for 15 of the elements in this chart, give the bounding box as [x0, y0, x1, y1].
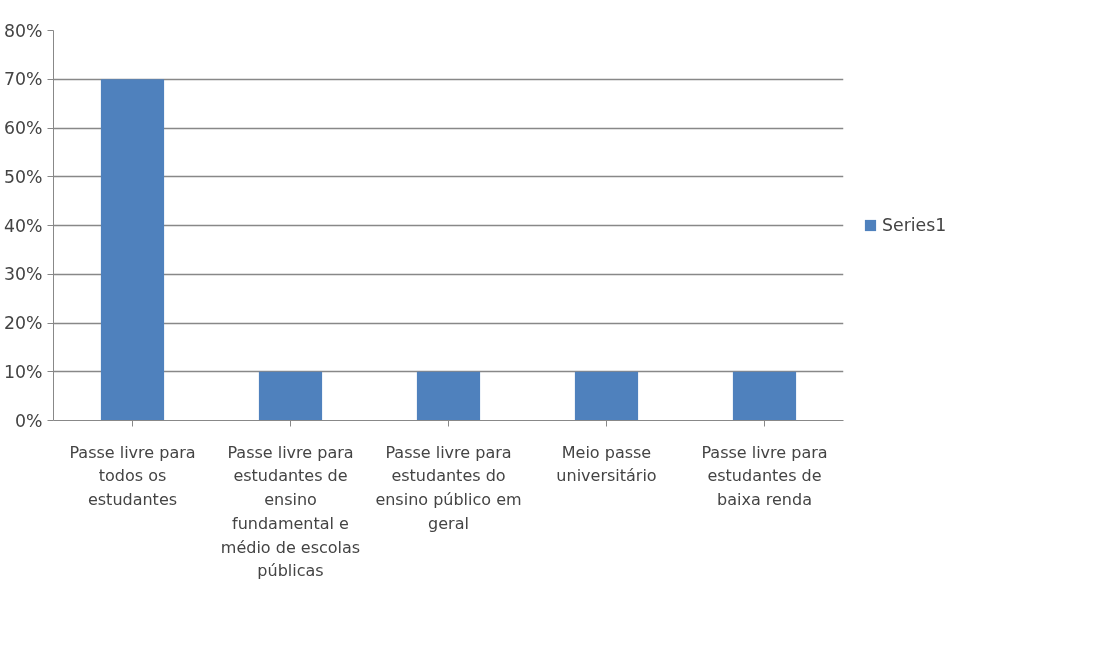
y-tick-label: 30%: [3, 264, 43, 285]
x-tick-label: Passe livre para todos os estudantes: [69, 442, 196, 509]
y-tick-label: 80%: [3, 20, 43, 41]
y-tick-label: 40%: [3, 215, 43, 236]
x-tick-label: Meio passe universitário: [556, 442, 657, 486]
x-tick-label: Passe livre para estudantes do ensino público em geral: [375, 442, 522, 533]
y-tick-label: 20%: [3, 313, 43, 333]
legend-label: Series1: [882, 215, 947, 235]
y-tick-label: 60%: [3, 118, 43, 138]
y-tick-label: 0%: [15, 410, 43, 431]
y-tick-label: 70%: [3, 69, 43, 90]
x-tick-label: Passe livre para estudantes de ensino fundamental e médio de escolas públicas: [220, 442, 361, 581]
x-tick-label: Passe livre para estudantes de baixa renda: [701, 442, 828, 509]
y-tick-label: 10%: [3, 361, 43, 382]
y-tick-label: 50%: [3, 166, 43, 187]
